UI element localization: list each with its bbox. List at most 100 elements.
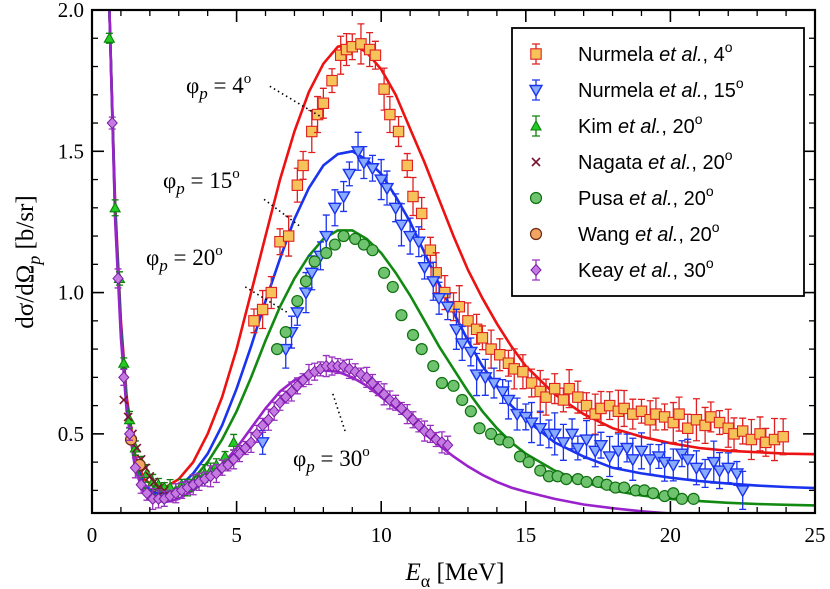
point — [602, 451, 617, 464]
point — [431, 293, 447, 306]
point — [736, 425, 749, 437]
point — [580, 475, 593, 489]
point — [635, 405, 648, 418]
point — [424, 244, 437, 256]
y-tick-label: 2.0 — [58, 0, 84, 22]
point — [145, 471, 155, 481]
point — [634, 445, 649, 459]
point — [417, 261, 432, 275]
angle-annotations: φp = 4o φp = 15o φp = 20o φp = 30o — [146, 71, 370, 476]
point — [570, 442, 586, 456]
point — [337, 229, 350, 243]
point — [540, 391, 552, 403]
point — [268, 405, 280, 418]
point — [486, 377, 502, 391]
point — [297, 159, 309, 172]
point — [129, 461, 142, 475]
point — [304, 267, 319, 281]
point — [494, 349, 506, 361]
series-6 — [106, 116, 454, 511]
point — [256, 419, 269, 432]
point — [282, 230, 295, 242]
point — [280, 390, 292, 404]
point — [463, 346, 479, 360]
axis-ticks: 0 5 10 15 20 25 0.5 1.0 1.5 2.0 — [58, 0, 826, 547]
point — [386, 280, 399, 294]
point — [453, 300, 466, 313]
point — [449, 324, 464, 337]
point — [279, 326, 292, 339]
point — [666, 459, 681, 473]
point — [777, 430, 789, 443]
x-tick-label: 25 — [805, 523, 826, 547]
point — [117, 357, 130, 368]
point — [245, 436, 257, 449]
point — [378, 83, 390, 95]
point — [557, 394, 570, 406]
point — [270, 343, 284, 356]
point — [593, 439, 609, 453]
series-0 — [248, 23, 789, 462]
point — [406, 328, 420, 342]
point — [123, 427, 136, 441]
point — [112, 272, 124, 285]
point — [384, 108, 396, 121]
legend-marker — [531, 157, 541, 167]
point — [673, 408, 685, 420]
point — [682, 422, 694, 434]
legend-marker — [530, 119, 542, 131]
point — [395, 309, 408, 322]
point — [642, 454, 658, 467]
point — [476, 332, 489, 344]
point — [415, 207, 428, 220]
point — [588, 445, 603, 459]
legend-marker — [530, 263, 542, 277]
point — [328, 238, 342, 251]
point — [350, 146, 366, 159]
point — [369, 49, 382, 61]
axis-labels: Eα [MeV] dσ/dΩp [b/sr] — [12, 195, 505, 589]
point — [299, 275, 313, 288]
legend-label: Keay et al., 30o — [578, 255, 714, 282]
x-axis-label: Eα [MeV] — [405, 559, 505, 589]
point — [473, 422, 486, 435]
point — [372, 382, 384, 395]
x-tick-label: 10 — [371, 523, 392, 547]
point — [365, 163, 380, 176]
point — [407, 413, 419, 426]
point — [274, 396, 286, 410]
point — [556, 437, 571, 450]
point — [290, 307, 305, 320]
point — [319, 230, 334, 244]
point — [611, 445, 626, 459]
point — [464, 405, 477, 418]
point — [320, 246, 333, 260]
point — [233, 447, 246, 460]
point — [560, 472, 573, 486]
point — [326, 74, 338, 87]
point — [256, 303, 269, 316]
point — [248, 315, 260, 327]
point — [712, 465, 727, 479]
point — [388, 202, 403, 216]
point — [227, 436, 240, 447]
point — [501, 394, 516, 408]
point — [680, 454, 695, 467]
point — [394, 219, 409, 233]
point — [135, 478, 147, 491]
annotation-leader — [244, 286, 288, 314]
point — [149, 477, 159, 487]
point — [618, 481, 631, 494]
point — [619, 442, 635, 456]
legend-marker — [529, 191, 543, 205]
point — [547, 428, 562, 442]
point — [522, 456, 535, 469]
point — [103, 32, 116, 43]
series-4 — [270, 229, 700, 505]
point — [342, 168, 357, 182]
point — [123, 412, 133, 422]
point — [667, 487, 680, 500]
point — [222, 458, 234, 472]
y-tick-label: 1.0 — [58, 281, 84, 305]
point — [291, 379, 304, 393]
